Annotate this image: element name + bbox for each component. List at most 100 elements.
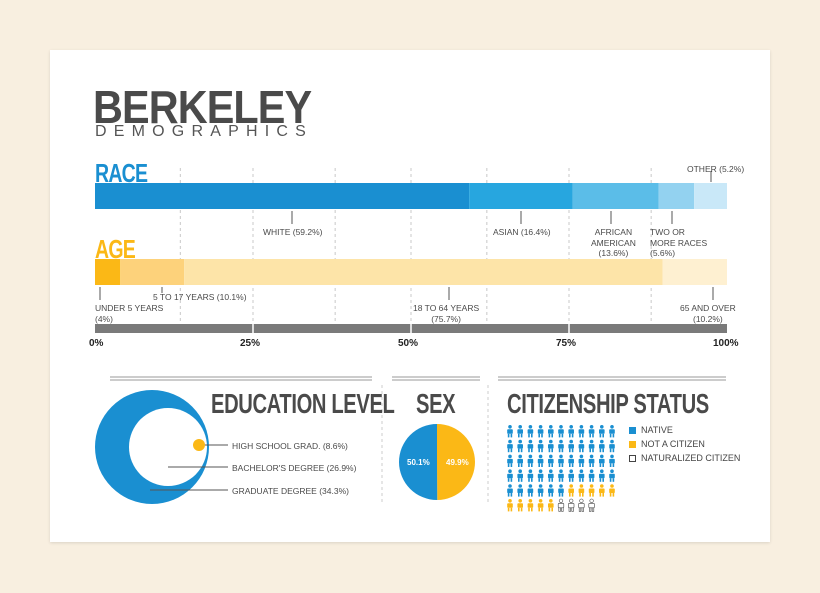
person-icon-leg-r-13 [531, 448, 533, 453]
person-icon-head-6 [569, 425, 573, 429]
axis-tick-25: 25% [240, 338, 261, 349]
person-icon-body-62 [578, 502, 585, 509]
person-icon-body-24 [527, 458, 534, 464]
person-icon-body-53 [599, 488, 605, 493]
person-icon-leg-l-14 [538, 448, 540, 453]
person-icon-head-21 [610, 439, 614, 444]
race-label-african: AFRICAN AMERICAN (13.6%) [591, 227, 636, 258]
person-icon-leg-l-43 [609, 478, 612, 482]
person-icon-leg-l-0 [507, 433, 510, 438]
person-icon-body-54 [609, 488, 615, 493]
axis-tick-100: 100% [713, 338, 739, 349]
person-icon-body-27 [558, 458, 564, 464]
person-icon-head-8 [589, 425, 594, 429]
person-icon-body-3 [537, 429, 544, 434]
person-icon-leg-l-25 [538, 463, 540, 467]
education-heading: EDUCATION LEVEL [211, 388, 395, 419]
axis-tick-75: 75% [556, 338, 577, 349]
person-icon-leg-r-0 [510, 433, 513, 438]
person-icon-leg-l-6 [569, 433, 571, 438]
person-icon-body-0 [507, 429, 513, 434]
race-bar-segment-1 [469, 183, 573, 209]
person-icon-head-28 [569, 454, 573, 459]
person-icon-body-38 [558, 473, 564, 479]
person-icon-leg-l-17 [569, 448, 571, 453]
person-icon-leg-r-34 [520, 478, 523, 482]
person-icon-leg-l-39 [569, 478, 571, 482]
person-icon-head-63 [589, 498, 594, 503]
person-icon-leg-l-31 [599, 463, 602, 467]
person-icon-leg-l-34 [518, 478, 520, 482]
race-label: RACE [95, 158, 148, 188]
person-icon-body-31 [599, 458, 605, 464]
person-icon-head-14 [538, 439, 543, 444]
person-icon-leg-l-3 [538, 433, 540, 438]
person-icon-body-63 [588, 502, 595, 509]
person-icon-body-8 [588, 429, 595, 434]
person-icon-leg-l-26 [548, 463, 551, 467]
person-icon-body-36 [537, 473, 544, 479]
person-icon-leg-r-60 [561, 507, 564, 512]
person-icon-body-6 [568, 429, 574, 434]
person-icon-body-17 [568, 444, 574, 449]
person-icon-leg-r-21 [612, 448, 615, 453]
person-icon-body-40 [578, 473, 585, 479]
person-icon-leg-r-2 [531, 433, 533, 438]
age-label-18to64: 18 TO 64 YEARS (75.7%) [413, 303, 480, 324]
person-icon-body-2 [527, 429, 534, 434]
person-icon-leg-r-56 [520, 507, 523, 512]
person-icon-leg-l-4 [548, 433, 551, 438]
person-icon-head-41 [589, 469, 594, 474]
person-icon-leg-r-54 [612, 493, 615, 497]
person-icon-leg-r-8 [592, 433, 594, 438]
person-icon-leg-l-48 [548, 493, 551, 497]
person-icon-leg-r-53 [602, 493, 604, 497]
person-icon-leg-r-45 [520, 493, 523, 497]
race-bar-segment-3 [658, 183, 695, 209]
race-label-asian: ASIAN (16.4%) [493, 227, 551, 237]
person-icon-leg-r-28 [571, 463, 574, 467]
sex-slice-0 [398, 424, 438, 500]
person-icon-leg-r-3 [541, 433, 543, 438]
person-icon-leg-r-55 [510, 507, 513, 512]
person-icon-leg-r-32 [612, 463, 615, 467]
person-icon-head-27 [559, 454, 563, 459]
person-icon-leg-r-58 [541, 507, 543, 512]
person-icon-body-4 [548, 429, 554, 434]
person-icon-body-19 [588, 444, 595, 449]
person-icon-head-32 [610, 454, 614, 459]
person-icon-leg-l-24 [528, 463, 530, 467]
person-icon-head-53 [600, 484, 604, 488]
edu-label-grad: GRADUATE DEGREE (34.3%) [232, 486, 349, 496]
person-icon-leg-r-15 [551, 448, 553, 453]
person-icon-body-30 [588, 458, 595, 464]
person-icon-head-18 [579, 439, 584, 444]
person-icon-head-23 [518, 454, 522, 459]
person-icon-head-2 [528, 425, 533, 429]
person-icon-leg-l-12 [518, 448, 520, 453]
person-icon-body-12 [517, 444, 523, 449]
person-icon-body-37 [548, 473, 554, 479]
person-icon-leg-r-24 [531, 463, 533, 467]
person-icon-body-60 [557, 502, 565, 509]
person-icon-leg-l-53 [599, 493, 602, 497]
person-icon-body-10 [609, 429, 615, 434]
axis-tick-50: 50% [398, 338, 419, 349]
person-icon-body-61 [568, 502, 575, 509]
person-icon-leg-r-27 [561, 463, 564, 467]
person-icon-leg-l-54 [609, 493, 612, 497]
person-icon-leg-l-19 [589, 448, 591, 453]
person-icon-head-48 [549, 484, 553, 488]
person-icon-body-34 [517, 473, 523, 479]
person-icon-leg-r-20 [602, 448, 604, 453]
axis-tick-0: 0% [89, 338, 104, 349]
person-icon-body-39 [568, 473, 574, 479]
person-icon-leg-l-13 [528, 448, 530, 453]
person-icon-head-9 [600, 425, 604, 429]
person-icon-leg-l-29 [579, 463, 581, 467]
person-icon-body-32 [609, 458, 615, 464]
person-icon-body-22 [507, 458, 513, 464]
person-icon-leg-l-37 [548, 478, 551, 482]
person-icon-body-45 [517, 488, 523, 493]
person-icon-head-42 [600, 469, 604, 474]
